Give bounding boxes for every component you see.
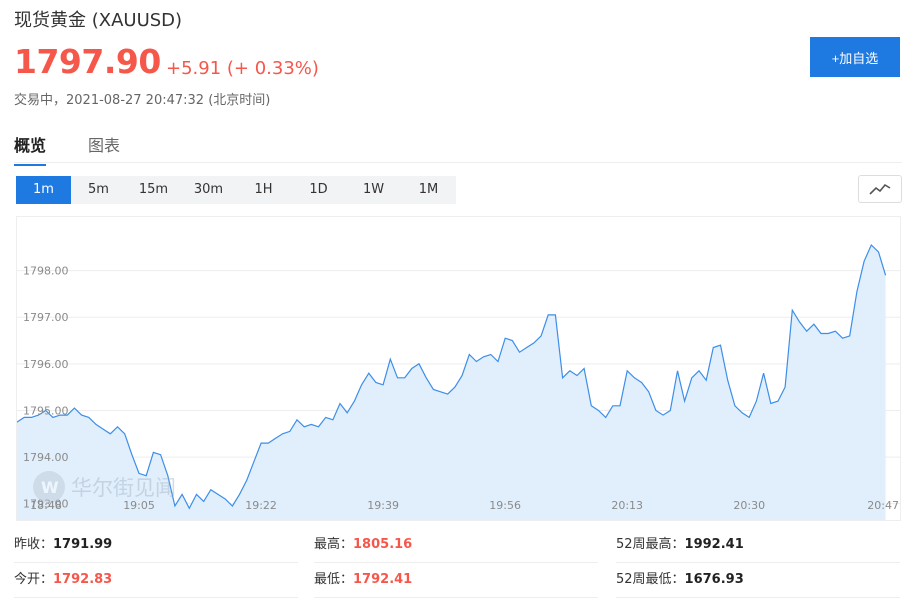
interval-5m[interactable]: 5m (88, 182, 109, 197)
line-chart-icon (869, 183, 891, 195)
x-tick-label: 19:56 (489, 499, 521, 512)
interval-1mo[interactable]: 1M (418, 182, 439, 197)
watermark-text: 华尔街见闻 (71, 476, 176, 500)
y-tick-label: 1796.00 (23, 358, 69, 371)
tab-bar: 概览 图表 (14, 126, 902, 166)
instrument-title: 现货黄金 (XAUUSD) (14, 10, 183, 31)
interval-selector: 1m 5m 15m 30m 1H 1D 1W 1M (16, 176, 456, 204)
y-tick-label: 1794.00 (23, 451, 69, 464)
watermark-logo: W 华尔街见闻 (33, 471, 176, 503)
chart-type-button[interactable] (858, 175, 902, 203)
interval-30m[interactable]: 30m (193, 182, 224, 197)
y-tick-label: 1798.00 (23, 265, 69, 278)
stat-open: 今开：1792.83 (14, 563, 298, 598)
svg-text:W: W (41, 478, 59, 497)
x-tick-label: 20:13 (611, 499, 643, 512)
price-line (16, 243, 887, 510)
tab-chart[interactable]: 图表 (88, 136, 121, 155)
x-tick-label: 19:39 (367, 499, 399, 512)
stat-52w-low: 52周最低：1676.93 (616, 563, 900, 598)
stat-value: 1805.16 (353, 537, 413, 552)
stat-label: 52周最低： (616, 572, 685, 587)
stat-low: 最低：1792.41 (314, 563, 598, 598)
add-to-watchlist-button[interactable]: +加自选 (810, 37, 900, 77)
stat-prev-close: 昨收：1791.99 (14, 528, 298, 563)
stat-value: 1676.93 (684, 572, 744, 587)
price-area (17, 245, 886, 520)
stat-value: 1792.83 (53, 572, 113, 587)
stat-label: 最低： (314, 572, 354, 587)
stat-high: 最高：1805.16 (314, 528, 598, 563)
x-tick-label: 20:47 (867, 499, 899, 512)
interval-15m[interactable]: 15m (138, 182, 169, 197)
stat-label: 最高： (314, 537, 354, 552)
interval-1h[interactable]: 1H (254, 182, 273, 197)
stat-label: 昨收： (14, 537, 54, 552)
trading-status: 交易中，2021-08-27 20:47:32 (北京时间) (14, 93, 271, 108)
stat-value: 1992.41 (684, 537, 744, 552)
price-chart-svg: 1793.00 1794.00 1795.00 1796.00 1797.00 1798.… (16, 243, 900, 520)
price-change: +5.91 (+ 0.33%) (166, 58, 319, 79)
x-tick-label: 18:48 (30, 499, 62, 512)
stat-label: 今开： (14, 572, 54, 587)
x-tick-label: 19:22 (245, 499, 277, 512)
stats-row: 昨收：1791.99 最高：1805.16 52周最高：1992.41 (14, 528, 902, 563)
interval-1w[interactable]: 1W (362, 182, 385, 197)
stats-row: 今开：1792.83 最低：1792.41 52周最低：1676.93 (14, 563, 902, 598)
y-tick-label: 1795.00 (23, 404, 69, 417)
y-tick-label: 1793.00 (23, 498, 69, 511)
tab-overview[interactable]: 概览 (14, 132, 47, 166)
stat-52w-high: 52周最高：1992.41 (616, 528, 900, 563)
last-price: 1797.90 (14, 42, 161, 81)
x-tick-label: 19:05 (123, 499, 155, 512)
interval-1d[interactable]: 1D (309, 182, 328, 197)
x-tick-label: 20:30 (733, 499, 765, 512)
y-tick-label: 1797.00 (23, 311, 69, 324)
stat-value: 1792.41 (353, 572, 413, 587)
interval-1m[interactable]: 1m (16, 176, 71, 204)
price-chart[interactable]: 1793.00 1794.00 1795.00 1796.00 1797.00 1798.… (16, 216, 901, 521)
stat-value: 1791.99 (53, 537, 113, 552)
stat-label: 52周最高： (616, 537, 685, 552)
